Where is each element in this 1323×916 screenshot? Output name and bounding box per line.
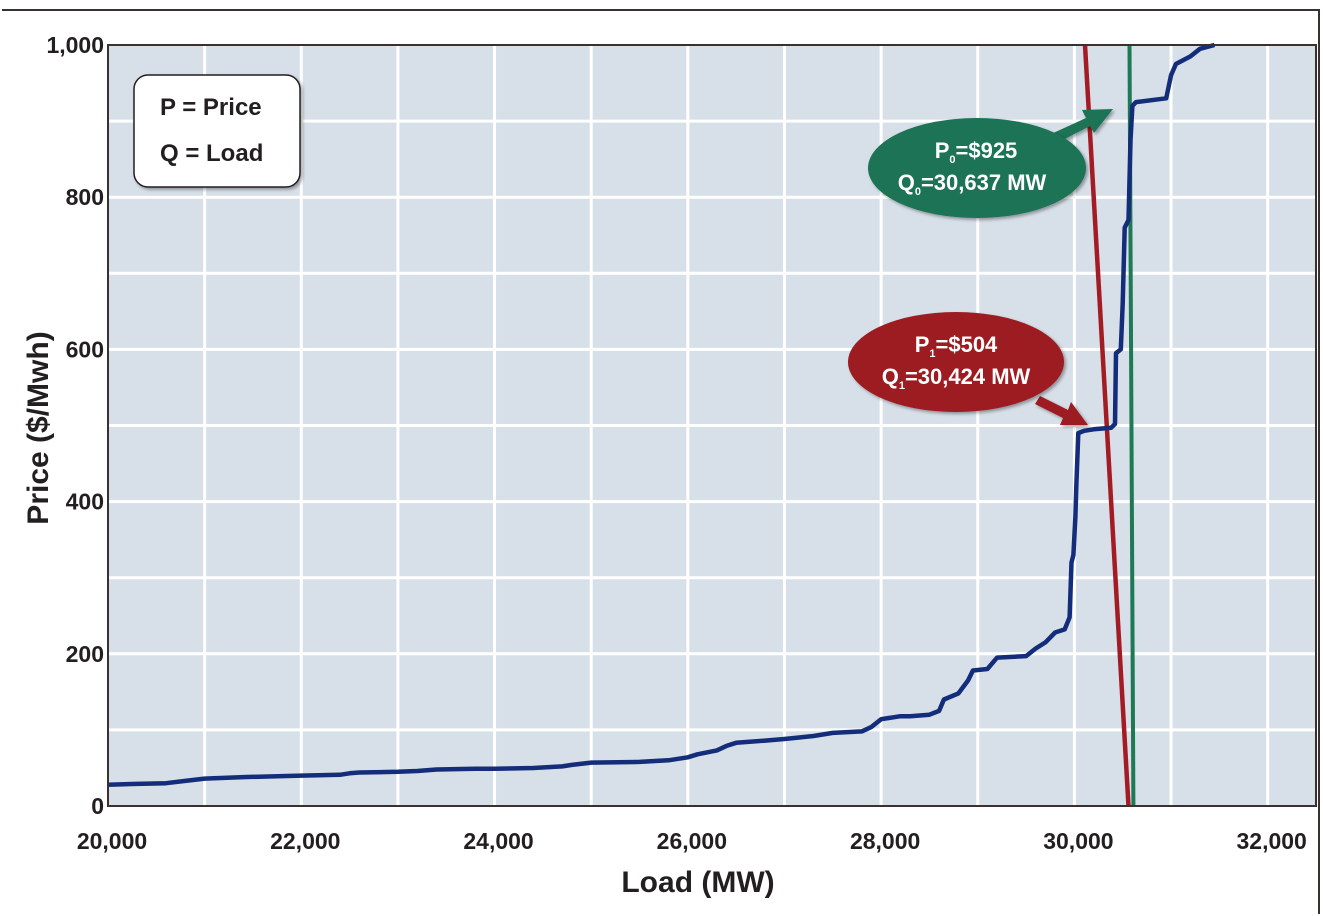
x-axis-label: Load (MW) — [621, 866, 774, 899]
supply-curve — [107, 42, 1216, 787]
series-layer — [107, 42, 1216, 807]
x-tick-label: 26,000 — [657, 828, 727, 854]
x-tick-label: 30,000 — [1043, 828, 1113, 854]
legend-price: P = Price — [160, 94, 262, 121]
callout-q0-load: Q0=30,637 MW — [898, 170, 1047, 198]
callout-p0-price: P0=$925 — [935, 138, 1018, 166]
y-tick-label: 0 — [91, 793, 104, 819]
callout-p1-price: P1=$504 — [915, 332, 998, 360]
figure-frame — [2, 9, 1320, 914]
arrow-p1 — [1035, 396, 1088, 425]
callout-ellipse-p1 — [848, 312, 1064, 412]
annotation-p0-q0: P0=$925 Q0=30,637 MW — [868, 109, 1113, 218]
x-tick-label: 24,000 — [463, 828, 533, 854]
plot-border — [107, 44, 1317, 807]
legend-box: P = Price Q = Load — [133, 74, 301, 188]
y-tick-labels: 0 200 400 600 800 1,000 — [46, 32, 104, 819]
y-tick-label: 400 — [66, 489, 104, 515]
y-tick-label: 600 — [66, 336, 104, 362]
x-tick-label: 32,000 — [1237, 828, 1307, 854]
x-tick-label: 28,000 — [850, 828, 920, 854]
y-tick-label: 800 — [66, 184, 104, 210]
legend-box-frame — [133, 74, 301, 188]
y-tick-label: 1,000 — [46, 32, 104, 58]
x-tick-label: 20,000 — [77, 828, 147, 854]
grid-lines — [108, 45, 1316, 806]
x-tick-labels: 20,000 22,000 24,000 26,000 28,000 30,000 32,0… — [77, 828, 1307, 854]
callout-ellipse-p0 — [868, 118, 1086, 218]
legend-load: Q = Load — [160, 140, 263, 167]
x-tick-label: 22,000 — [270, 828, 340, 854]
y-tick-label: 200 — [66, 641, 104, 667]
y-axis-label: Price ($/Mwh) — [22, 331, 55, 524]
callout-q1-load: Q1=30,424 MW — [882, 364, 1031, 392]
demand-line-1 — [1082, 44, 1131, 807]
annotation-p1-q1: P1=$504 Q1=30,424 MW — [848, 312, 1088, 425]
